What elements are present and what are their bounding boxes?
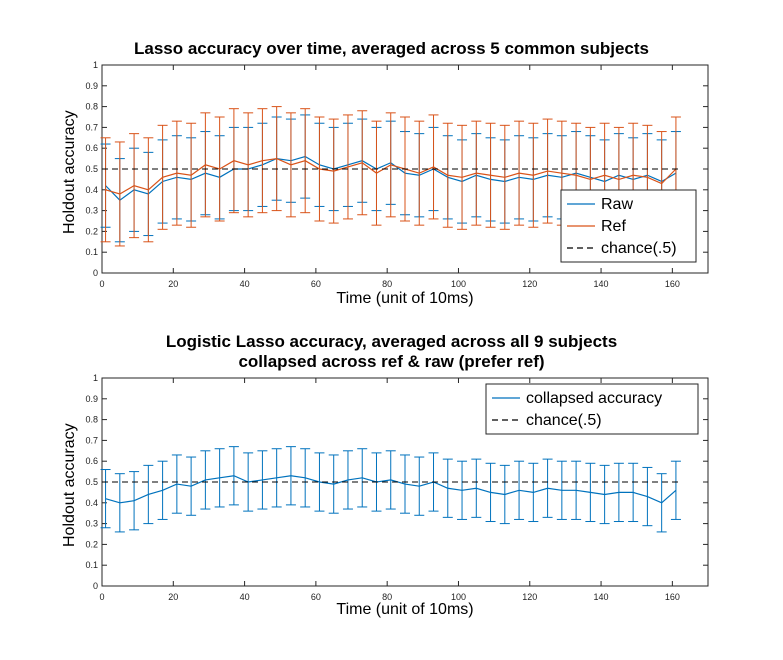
- chart-1-legend-label: Ref: [601, 218, 626, 235]
- chart-1-xtick-label: 0: [99, 279, 104, 289]
- chart-2-ytick-label: 0: [93, 581, 98, 591]
- chart-2-legend-label: collapsed accuracy: [526, 390, 662, 407]
- chart-2-xtick-label: 140: [594, 592, 609, 602]
- chart-1-xtick-label: 100: [451, 279, 466, 289]
- chart-1-ytick-label: 0.1: [85, 247, 98, 257]
- chart-1-ytick-label: 1: [93, 60, 98, 70]
- chart-1-xtick-label: 120: [522, 279, 537, 289]
- chart-1-ytick-label: 0.6: [85, 143, 98, 153]
- chart-2-legend-label: chance(.5): [526, 412, 602, 429]
- chart-1-legend-label: chance(.5): [601, 240, 677, 257]
- chart-2-legend: [485, 383, 699, 435]
- chart-2-title: Logistic Lasso accuracy, averaged across…: [165, 332, 618, 351]
- chart-1-xtick-label: 60: [311, 279, 321, 289]
- chart-1-xtick-label: 160: [665, 279, 680, 289]
- chart-2-ytick-label: 0.1: [85, 560, 98, 570]
- chart-2-series-collapsed-accuracy-line: [105, 475, 677, 504]
- chart-1-xtick-label: 20: [168, 279, 178, 289]
- chart-1-ytick-label: 0.7: [85, 122, 98, 132]
- chart-2-ytick-label: 0.2: [85, 539, 98, 549]
- chart-1-ytick-label: 0.2: [85, 226, 98, 236]
- chart-1-xtick-label: 40: [240, 279, 250, 289]
- chart-2-xtick-label: 20: [168, 592, 178, 602]
- chart-2-plot: 0 0.1 0.2 0.3 0.4 0.5 0.6 0.7 0.8 0.9 1 0 20 40 60 80 10…: [85, 373, 709, 602]
- chart-1-series-ref-line: [105, 157, 677, 195]
- chart-2-ytick-label: 0.5: [85, 477, 98, 487]
- chart-2-xtick-label: 120: [522, 592, 537, 602]
- chart-2-xtick-label: 60: [311, 592, 321, 602]
- chart-1-title: Lasso accuracy over time, averaged acros…: [134, 39, 649, 58]
- chart-2-xtick-label: 0: [99, 592, 104, 602]
- chart-1-ytick-label: 0.8: [85, 102, 98, 112]
- chart-1-xtick-label: 140: [594, 279, 609, 289]
- chart-2-xtick-label: 100: [451, 592, 466, 602]
- chart-1-ytick-label: 0.9: [85, 81, 98, 91]
- chart-2-xtick-label: 160: [665, 592, 680, 602]
- chart-2-ytick-label: 0.4: [85, 498, 98, 508]
- chart-2-ytick-label: 0.7: [85, 435, 98, 445]
- chart-1-legend-label: Raw: [601, 196, 633, 213]
- chart-1-ytick-label: 0.5: [85, 164, 98, 174]
- chart-2-ytick-label: 0.6: [85, 456, 98, 466]
- chart-2-xtick-label: 80: [382, 592, 392, 602]
- chart-2-subtitle: collapsed across ref & raw (prefer ref): [238, 352, 545, 371]
- chart-1-xtick-label: 80: [382, 279, 392, 289]
- chart-2-ytick-label: 1: [93, 373, 98, 383]
- chart-1-plot: 0 0.1 0.2 0.3 0.4 0.5 0.6 0.7 0.8 0.9 1 0 20 40 60 80 10…: [85, 60, 709, 289]
- chart-2-xtick-label: 40: [240, 592, 250, 602]
- chart-1-ytick-label: 0.4: [85, 185, 98, 195]
- chart-1-xlabel: Time (unit of 10ms): [336, 290, 474, 307]
- chart-1-ytick-label: 0: [93, 268, 98, 278]
- chart-2-ytick-label: 0.9: [85, 394, 98, 404]
- chart-2-ytick-label: 0.3: [85, 519, 98, 529]
- chart-2-xlabel: Time (unit of 10ms): [336, 601, 474, 618]
- chart-2-ytick-label: 0.8: [85, 415, 98, 425]
- chart-1-ytick-label: 0.3: [85, 206, 98, 216]
